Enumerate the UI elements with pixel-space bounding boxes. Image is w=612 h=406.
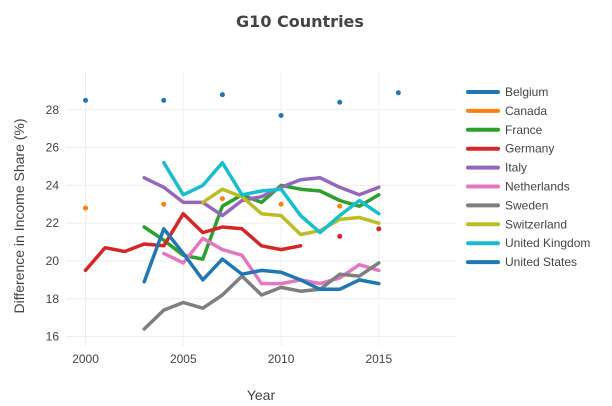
plot-area bbox=[83, 90, 401, 331]
legend-item[interactable]: Sweden bbox=[466, 198, 548, 212]
point-belgium bbox=[278, 112, 284, 118]
y-tick-label: 22 bbox=[46, 216, 60, 230]
point-germany-markers bbox=[337, 233, 343, 239]
point-canada bbox=[83, 205, 89, 211]
legend-item[interactable]: Canada bbox=[466, 104, 547, 118]
point-germany-markers bbox=[376, 226, 382, 232]
x-tick-label: 2015 bbox=[365, 352, 392, 366]
legend-item[interactable]: France bbox=[466, 123, 543, 137]
y-tick-label: 28 bbox=[46, 103, 60, 117]
x-axis-label: Year bbox=[247, 387, 276, 403]
legend-label: United Kingdom bbox=[505, 236, 590, 250]
x-tick-label: 2010 bbox=[268, 352, 295, 366]
y-tick-label: 18 bbox=[46, 292, 60, 306]
series-line-united-states bbox=[142, 227, 381, 292]
legend-item[interactable]: Italy bbox=[466, 161, 527, 175]
legend: Belgium Canada France Germany Italy Netherlan… bbox=[466, 85, 590, 269]
legend-item[interactable]: United States bbox=[466, 255, 577, 269]
legend-label: Belgium bbox=[505, 85, 548, 99]
y-axis-label: Difference in Income Share (%) bbox=[11, 118, 27, 313]
point-belgium bbox=[395, 90, 401, 96]
y-tick-label: 20 bbox=[46, 254, 60, 268]
legend-label: Germany bbox=[505, 142, 554, 156]
series-line-germany bbox=[83, 211, 303, 273]
legend-label: United States bbox=[505, 255, 577, 269]
x-tick-label: 2000 bbox=[72, 352, 99, 366]
series-line-sweden bbox=[142, 261, 381, 331]
axis-ticks: 16 18 20 22 24 26 28 2000 2005 2010 2015 bbox=[46, 103, 393, 366]
legend-label: Sweden bbox=[505, 198, 548, 212]
point-belgium bbox=[83, 97, 89, 103]
point-belgium bbox=[337, 99, 343, 105]
point-canada bbox=[337, 203, 343, 209]
legend-item[interactable]: Belgium bbox=[466, 85, 548, 99]
series-line-united-kingdom bbox=[162, 160, 381, 235]
x-tick-label: 2005 bbox=[170, 352, 197, 366]
legend-item[interactable]: Germany bbox=[466, 142, 554, 156]
point-canada bbox=[219, 196, 225, 202]
legend-label: Switzerland bbox=[505, 217, 567, 231]
chart-title: G10 Countries bbox=[236, 12, 364, 31]
legend-label: France bbox=[505, 123, 543, 137]
point-canada bbox=[278, 201, 284, 207]
y-tick-label: 26 bbox=[46, 141, 60, 155]
series-line-switzerland bbox=[201, 187, 381, 237]
grid bbox=[66, 72, 457, 346]
point-belgium bbox=[219, 92, 225, 98]
legend-item[interactable]: Netherlands bbox=[466, 180, 570, 194]
series-line-italy bbox=[142, 176, 381, 218]
y-tick-label: 16 bbox=[46, 330, 60, 344]
legend-label: Netherlands bbox=[505, 180, 570, 194]
y-tick-label: 24 bbox=[46, 178, 60, 192]
legend-item[interactable]: Switzerland bbox=[466, 217, 567, 231]
legend-item[interactable]: United Kingdom bbox=[466, 236, 590, 250]
point-belgium bbox=[161, 97, 167, 103]
legend-label: Italy bbox=[505, 161, 527, 175]
legend-label: Canada bbox=[505, 104, 547, 118]
point-canada bbox=[161, 201, 167, 207]
